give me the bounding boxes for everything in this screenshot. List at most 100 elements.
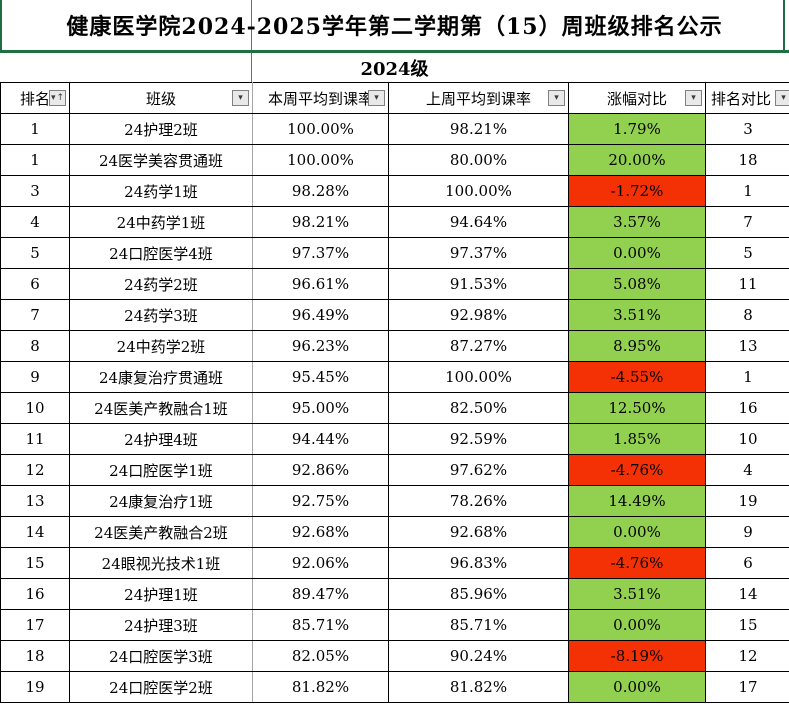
rank-cell[interactable]: 3 — [0, 175, 70, 207]
last-week-rate-cell[interactable]: 92.98% — [388, 299, 569, 331]
rank-compare-cell[interactable]: 16 — [705, 392, 789, 424]
change-cell[interactable]: -8.19% — [568, 640, 706, 672]
last-week-rate-cell[interactable]: 78.26% — [388, 485, 569, 517]
this-week-rate-cell[interactable]: 95.45% — [252, 361, 389, 393]
rank-compare-cell[interactable]: 3 — [705, 113, 789, 145]
class-cell[interactable]: 24康复治疗1班 — [69, 485, 253, 517]
last-week-rate-cell[interactable]: 87.27% — [388, 330, 569, 362]
this-week-rate-cell[interactable]: 81.82% — [252, 671, 389, 703]
last-week-rate-cell[interactable]: 94.64% — [388, 206, 569, 238]
last-week-rate-cell[interactable]: 92.68% — [388, 516, 569, 548]
last-week-rate-cell[interactable]: 91.53% — [388, 268, 569, 300]
class-cell[interactable]: 24护理1班 — [69, 578, 253, 610]
class-cell[interactable]: 24口腔医学4班 — [69, 237, 253, 269]
this-week-rate-cell[interactable]: 96.61% — [252, 268, 389, 300]
change-cell[interactable]: 0.00% — [568, 671, 706, 703]
rank-cell[interactable]: 1 — [0, 113, 70, 145]
this-week-rate-cell[interactable]: 85.71% — [252, 609, 389, 641]
grade-merged-cell[interactable]: 2024级 — [0, 53, 789, 82]
filter-dropdown-button[interactable]: ▾ ↑ — [49, 90, 66, 106]
filter-dropdown-button[interactable]: ▾ — [548, 90, 565, 106]
change-cell[interactable]: 1.85% — [568, 423, 706, 455]
last-week-rate-cell[interactable]: 92.59% — [388, 423, 569, 455]
change-cell[interactable]: -4.76% — [568, 547, 706, 579]
this-week-rate-cell[interactable]: 94.44% — [252, 423, 389, 455]
rank-compare-cell[interactable]: 7 — [705, 206, 789, 238]
this-week-rate-cell[interactable]: 97.37% — [252, 237, 389, 269]
class-cell[interactable]: 24护理2班 — [69, 113, 253, 145]
rank-compare-cell[interactable]: 9 — [705, 516, 789, 548]
this-week-rate-cell[interactable]: 92.68% — [252, 516, 389, 548]
this-week-rate-cell[interactable]: 98.28% — [252, 175, 389, 207]
last-week-rate-cell[interactable]: 82.50% — [388, 392, 569, 424]
last-week-rate-cell[interactable]: 97.62% — [388, 454, 569, 486]
class-cell[interactable]: 24药学3班 — [69, 299, 253, 331]
rank-cell[interactable]: 1 — [0, 144, 70, 176]
last-week-rate-cell[interactable]: 81.82% — [388, 671, 569, 703]
this-week-rate-cell[interactable]: 95.00% — [252, 392, 389, 424]
change-cell[interactable]: 0.00% — [568, 516, 706, 548]
change-cell[interactable]: 3.57% — [568, 206, 706, 238]
last-week-rate-cell[interactable]: 97.37% — [388, 237, 569, 269]
col-header-rank[interactable]: 排名 ▾ ↑ — [0, 82, 70, 114]
last-week-rate-cell[interactable]: 100.00% — [388, 361, 569, 393]
class-cell[interactable]: 24药学1班 — [69, 175, 253, 207]
rank-compare-cell[interactable]: 15 — [705, 609, 789, 641]
last-week-rate-cell[interactable]: 98.21% — [388, 113, 569, 145]
class-cell[interactable]: 24医美产教融合2班 — [69, 516, 253, 548]
rank-compare-cell[interactable]: 17 — [705, 671, 789, 703]
rank-compare-cell[interactable]: 4 — [705, 454, 789, 486]
rank-cell[interactable]: 15 — [0, 547, 70, 579]
change-cell[interactable]: 1.79% — [568, 113, 706, 145]
rank-cell[interactable]: 4 — [0, 206, 70, 238]
filter-dropdown-button[interactable]: ▾ — [685, 90, 702, 106]
class-cell[interactable]: 24护理3班 — [69, 609, 253, 641]
change-cell[interactable]: 8.95% — [568, 330, 706, 362]
rank-cell[interactable]: 9 — [0, 361, 70, 393]
filter-dropdown-button[interactable]: ▾ — [232, 90, 249, 106]
class-cell[interactable]: 24康复治疗贯通班 — [69, 361, 253, 393]
rank-compare-cell[interactable]: 5 — [705, 237, 789, 269]
this-week-rate-cell[interactable]: 100.00% — [252, 144, 389, 176]
class-cell[interactable]: 24药学2班 — [69, 268, 253, 300]
this-week-rate-cell[interactable]: 100.00% — [252, 113, 389, 145]
last-week-rate-cell[interactable]: 90.24% — [388, 640, 569, 672]
class-cell[interactable]: 24医学美容贯通班 — [69, 144, 253, 176]
rank-cell[interactable]: 7 — [0, 299, 70, 331]
rank-compare-cell[interactable]: 19 — [705, 485, 789, 517]
this-week-rate-cell[interactable]: 96.49% — [252, 299, 389, 331]
col-header-change[interactable]: 涨幅对比 ▾ — [568, 82, 706, 114]
col-header-rank-compare[interactable]: 排名对比 ▾ — [705, 82, 789, 114]
change-cell[interactable]: 14.49% — [568, 485, 706, 517]
change-cell[interactable]: -4.55% — [568, 361, 706, 393]
rank-cell[interactable]: 16 — [0, 578, 70, 610]
this-week-rate-cell[interactable]: 92.06% — [252, 547, 389, 579]
class-cell[interactable]: 24口腔医学2班 — [69, 671, 253, 703]
rank-cell[interactable]: 12 — [0, 454, 70, 486]
last-week-rate-cell[interactable]: 80.00% — [388, 144, 569, 176]
class-cell[interactable]: 24眼视光技术1班 — [69, 547, 253, 579]
class-cell[interactable]: 24中药学1班 — [69, 206, 253, 238]
last-week-rate-cell[interactable]: 96.83% — [388, 547, 569, 579]
rank-cell[interactable]: 19 — [0, 671, 70, 703]
rank-cell[interactable]: 17 — [0, 609, 70, 641]
rank-cell[interactable]: 8 — [0, 330, 70, 362]
filter-dropdown-button[interactable]: ▾ — [775, 90, 789, 106]
this-week-rate-cell[interactable]: 98.21% — [252, 206, 389, 238]
last-week-rate-cell[interactable]: 85.71% — [388, 609, 569, 641]
class-cell[interactable]: 24医美产教融合1班 — [69, 392, 253, 424]
rank-compare-cell[interactable]: 1 — [705, 175, 789, 207]
this-week-rate-cell[interactable]: 92.86% — [252, 454, 389, 486]
last-week-rate-cell[interactable]: 100.00% — [388, 175, 569, 207]
change-cell[interactable]: 5.08% — [568, 268, 706, 300]
col-header-this-week[interactable]: 本周平均到课率 ▾ — [252, 82, 389, 114]
this-week-rate-cell[interactable]: 96.23% — [252, 330, 389, 362]
change-cell[interactable]: 20.00% — [568, 144, 706, 176]
title-row[interactable]: 健康医学院2024-2025学年第二学期第（15）周班级排名公示 — [0, 0, 789, 52]
rank-compare-cell[interactable]: 18 — [705, 144, 789, 176]
rank-compare-cell[interactable]: 8 — [705, 299, 789, 331]
change-cell[interactable]: 3.51% — [568, 578, 706, 610]
this-week-rate-cell[interactable]: 89.47% — [252, 578, 389, 610]
rank-cell[interactable]: 13 — [0, 485, 70, 517]
rank-cell[interactable]: 11 — [0, 423, 70, 455]
